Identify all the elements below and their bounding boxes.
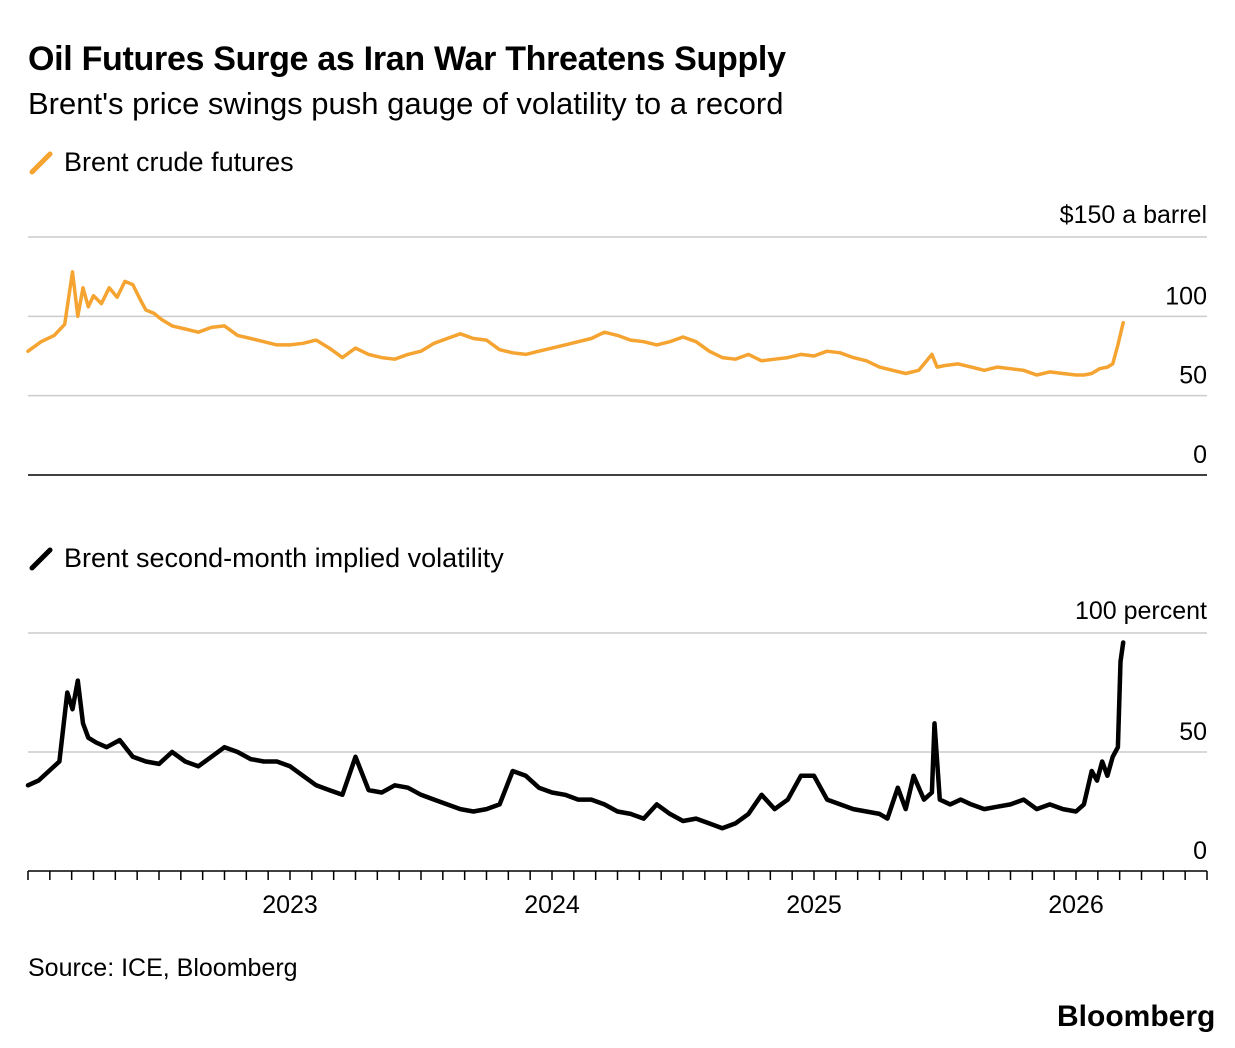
x-tick-label: 2024 xyxy=(524,891,580,919)
chart-title: Oil Futures Surge as Iran War Threatens … xyxy=(28,40,786,78)
series-line-brent-price xyxy=(26,270,1125,377)
y-tick-label: 50 xyxy=(1179,718,1207,746)
x-tick-label: 2023 xyxy=(262,891,318,919)
legend-label-price: Brent crude futures xyxy=(64,147,294,177)
series-line-implied-volatility xyxy=(25,640,1126,831)
legend-swatch-price-line xyxy=(29,151,53,174)
bloomberg-wordmark-text: Bloomberg xyxy=(1057,1000,1215,1032)
legend-swatch-vol xyxy=(29,547,53,570)
bloomberg-logo: Bloomberg xyxy=(1057,1000,1215,1032)
y-tick-label: 50 xyxy=(1179,362,1207,390)
chart-subtitle: Brent's price swings push gauge of volat… xyxy=(28,86,784,121)
x-tick-label: 2026 xyxy=(1048,891,1104,919)
legend-swatch-price xyxy=(29,151,53,174)
legend-label-vol: Brent second-month implied volatility xyxy=(64,543,504,573)
legend-brent-volatility: Brent second-month implied volatility xyxy=(28,543,504,574)
y-tick-label: 0 xyxy=(1193,441,1207,469)
x-tick-label: 2025 xyxy=(786,891,842,919)
y-tick-label: 100 xyxy=(1165,282,1207,310)
y-axis-unit-label: 100 percent xyxy=(1075,597,1207,625)
legend-brent-price: Brent crude futures xyxy=(28,147,294,178)
source-note: Source: ICE, Bloomberg xyxy=(28,954,298,982)
y-axis-unit-label: $150 a barrel xyxy=(1060,201,1207,229)
legend-swatch-vol-line xyxy=(29,547,53,570)
y-tick-label: 0 xyxy=(1193,837,1207,865)
